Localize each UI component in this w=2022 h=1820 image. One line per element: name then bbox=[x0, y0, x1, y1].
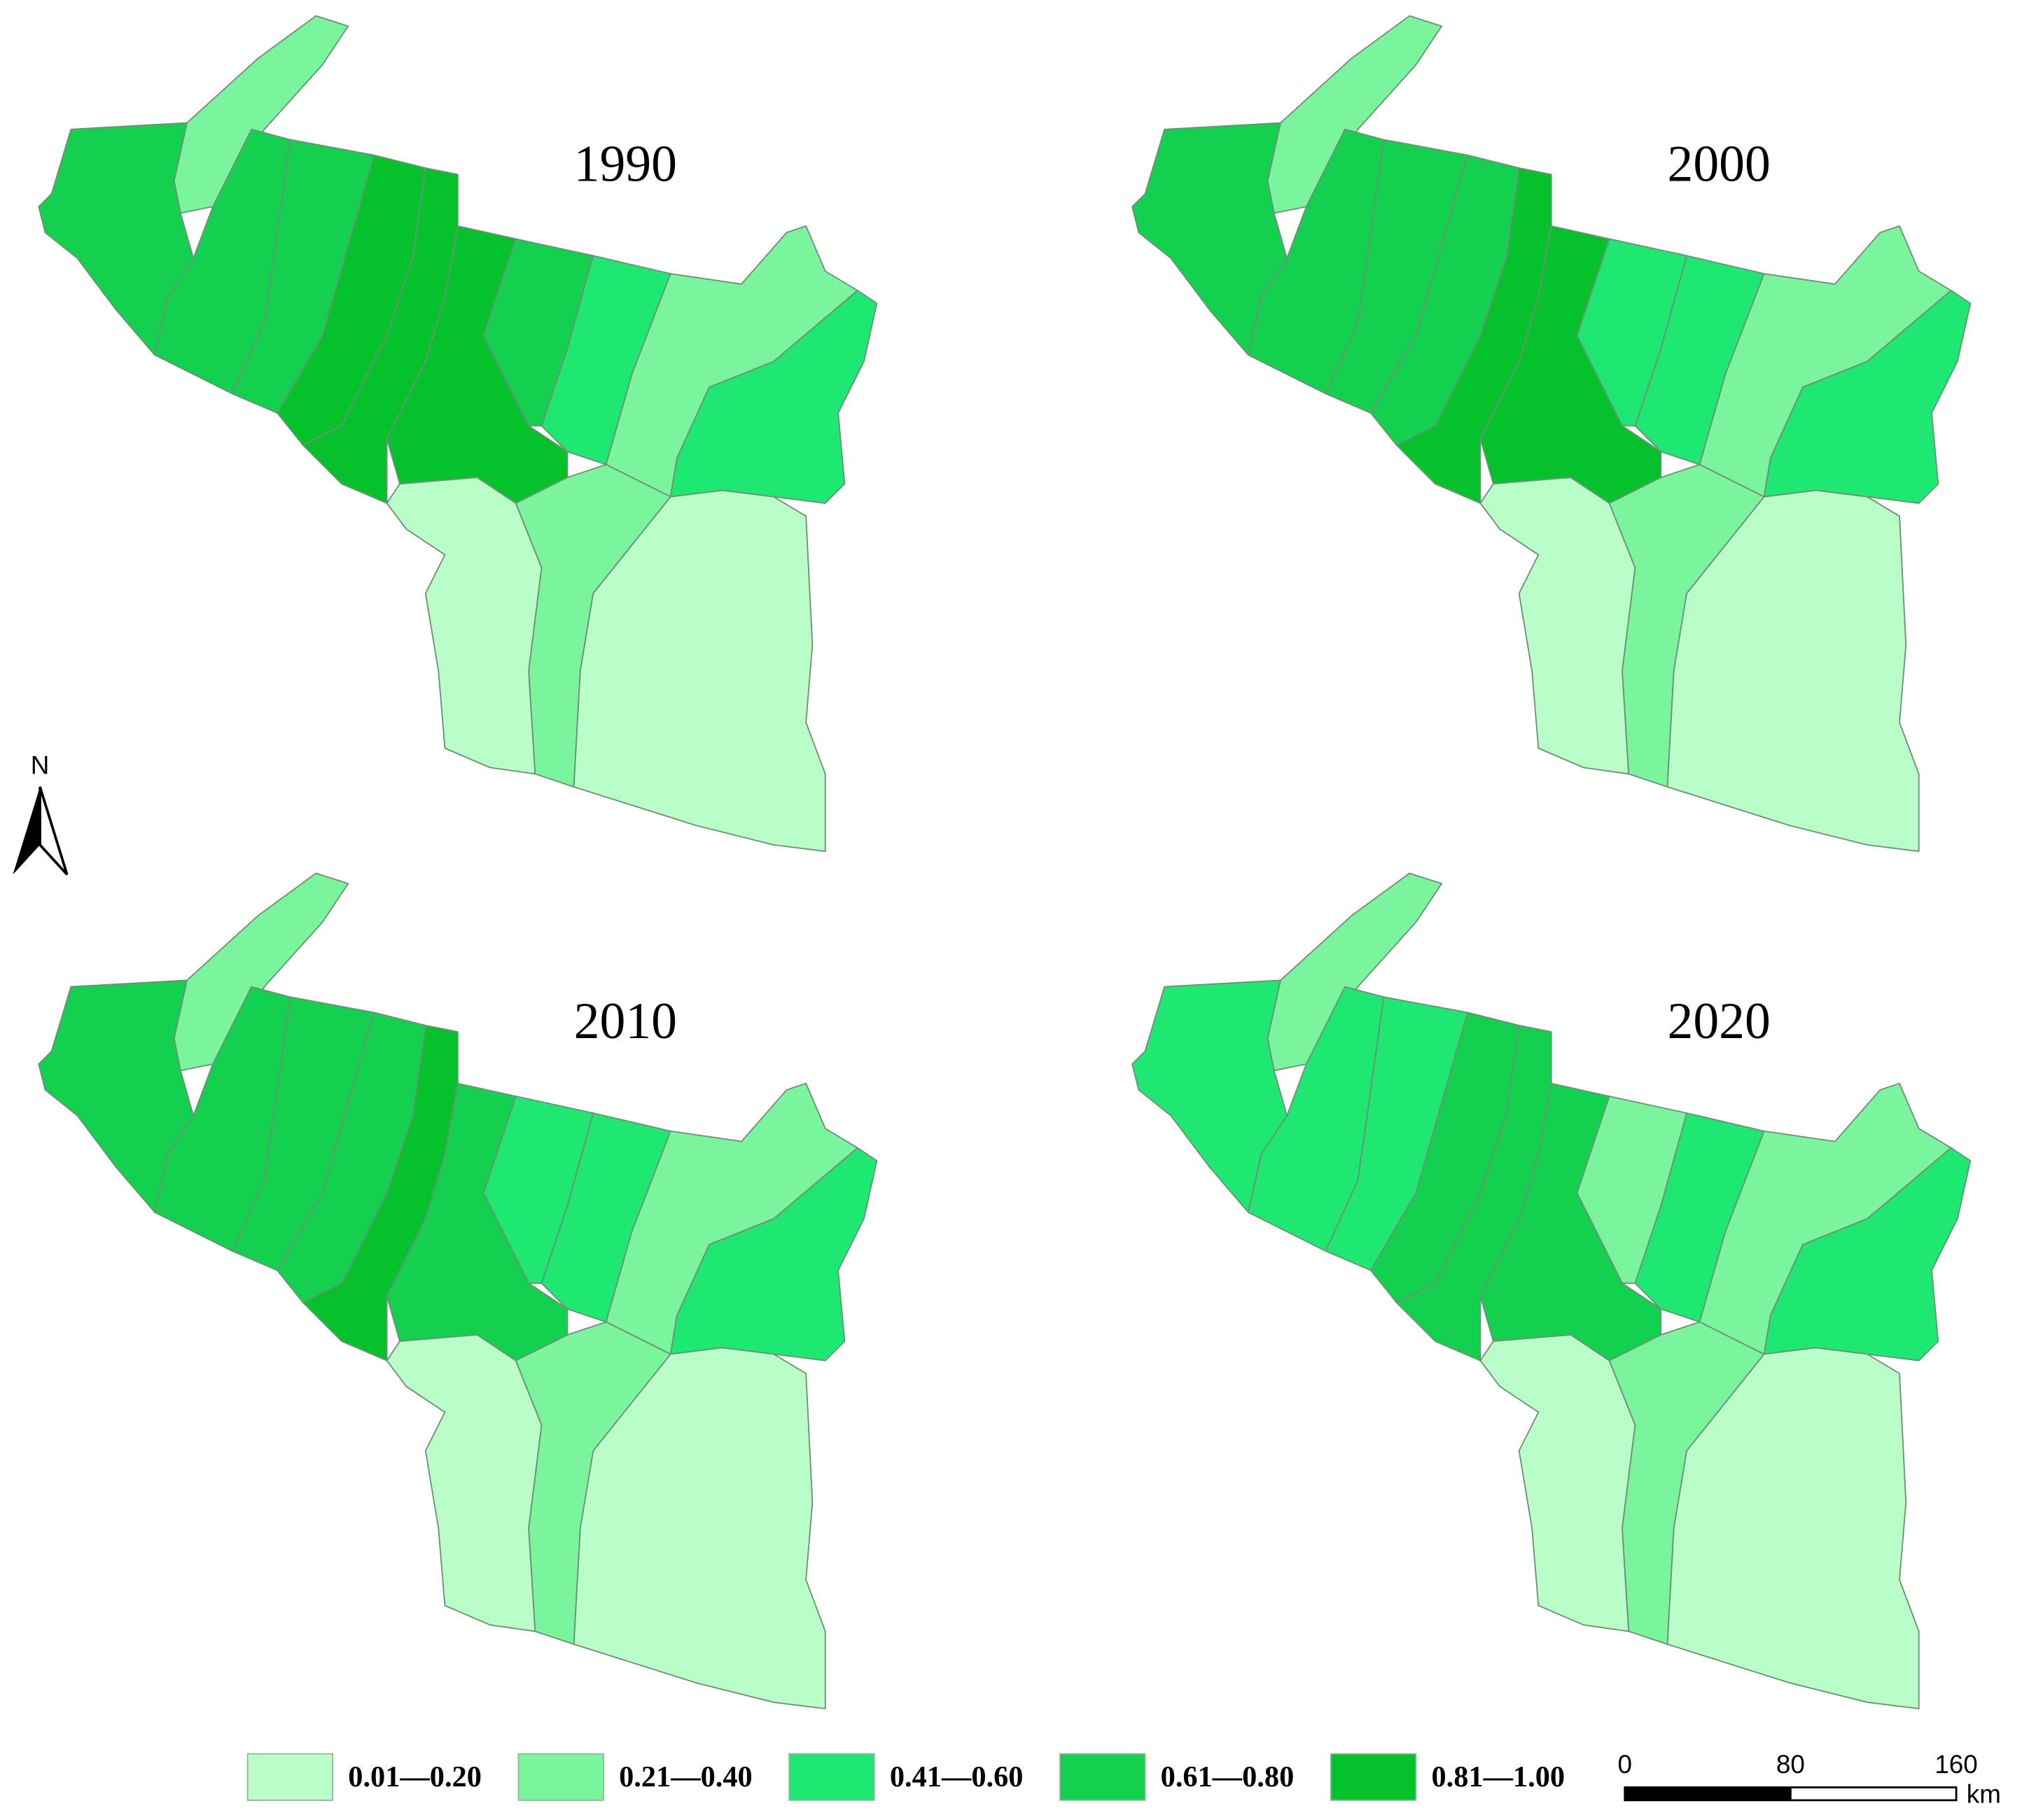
north-arrow-left bbox=[13, 787, 41, 875]
scale-tick-label: 160 bbox=[1934, 1750, 1977, 1779]
legend-label: 0.41—0.60 bbox=[890, 1760, 1024, 1793]
north-arrow-right bbox=[39, 786, 69, 876]
legend-label: 0.61—0.80 bbox=[1161, 1760, 1295, 1793]
panel-title: 2000 bbox=[1668, 134, 1771, 192]
legend-swatch bbox=[1330, 1753, 1417, 1801]
region bbox=[573, 1347, 826, 1709]
north-label: N bbox=[31, 751, 50, 780]
legend-swatch bbox=[246, 1753, 334, 1801]
scale-segment bbox=[1624, 1786, 1792, 1802]
region bbox=[386, 477, 543, 775]
scale-tick-label: 80 bbox=[1776, 1750, 1805, 1779]
legend-swatch bbox=[1059, 1753, 1146, 1801]
region bbox=[386, 1334, 543, 1632]
legend-swatch bbox=[788, 1753, 875, 1801]
scale-segment bbox=[1790, 1786, 1958, 1802]
map-panel: 1990 bbox=[38, 15, 878, 853]
map-panel: 2010 bbox=[38, 872, 878, 1709]
legend-label: 0.21—0.40 bbox=[619, 1760, 753, 1793]
panel-title: 2020 bbox=[1668, 992, 1771, 1049]
map-panel: 2000 bbox=[1131, 15, 1972, 853]
scale-unit: km bbox=[1967, 1779, 2001, 1808]
region bbox=[1666, 489, 1920, 853]
north-arrow: N bbox=[13, 751, 69, 876]
region bbox=[1479, 1334, 1636, 1632]
scale-tick-label: 0 bbox=[1617, 1750, 1631, 1779]
region bbox=[1479, 477, 1636, 775]
panel-title: 2010 bbox=[574, 992, 677, 1049]
legend-label: 0.01—0.20 bbox=[348, 1760, 482, 1793]
map-panel: 2020 bbox=[1131, 872, 1972, 1709]
legend-swatch bbox=[517, 1753, 604, 1801]
region bbox=[1666, 1347, 1920, 1709]
region bbox=[573, 489, 826, 853]
legend-label: 0.81—1.00 bbox=[1431, 1760, 1565, 1793]
panel-title: 1990 bbox=[574, 134, 677, 192]
